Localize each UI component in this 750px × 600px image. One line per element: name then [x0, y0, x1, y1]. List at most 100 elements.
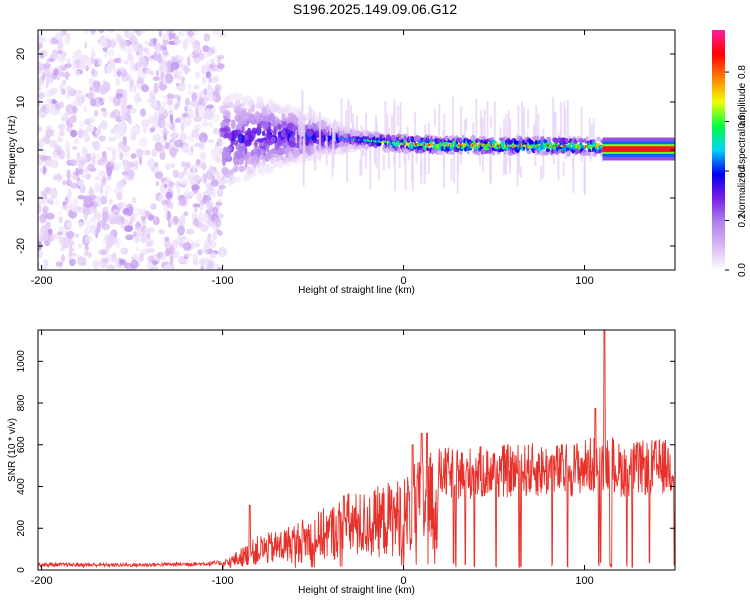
- spectrogram-cell: [97, 124, 102, 135]
- spectrogram-cell: [403, 148, 409, 154]
- spectrogram-cell: [276, 105, 282, 114]
- spectrogram-cell: [82, 220, 91, 225]
- spectrogram-cell: [212, 206, 219, 216]
- spectrogram-cell: [76, 52, 82, 61]
- y-tick-label: 10: [15, 96, 27, 108]
- spectrogram-cell: [219, 127, 228, 132]
- spectrogram-cell: [203, 88, 208, 96]
- spectrogram-cell: [332, 126, 335, 168]
- spectrogram-cell: [161, 100, 167, 110]
- spectrogram-cell: [116, 191, 123, 201]
- spectrogram-cell: [39, 50, 48, 58]
- spectrogram-cell: [77, 179, 85, 187]
- spectrogram-cell: [73, 138, 80, 145]
- spectrogram-cell: [146, 227, 155, 233]
- spectrogram-cell: [217, 230, 223, 236]
- y-tick-label: 800: [16, 394, 27, 411]
- spectrogram-cell: [75, 233, 80, 239]
- spectrogram-cell: [87, 163, 95, 172]
- spectrogram-cell: [352, 113, 354, 135]
- spectrogram-cell: [356, 115, 358, 140]
- spectrogram-cell: [186, 228, 195, 235]
- spectrogram-cell: [61, 79, 67, 86]
- spectrogram-cell: [533, 125, 536, 138]
- spectrogram-cell: [233, 167, 239, 172]
- spectrogram-cell: [104, 246, 110, 253]
- colorbar-gradient: [712, 30, 725, 270]
- spectrogram-cell: [270, 148, 278, 154]
- spectrogram-cell: [108, 198, 114, 205]
- spectrogram-cell: [90, 86, 93, 92]
- spectrogram-cell: [173, 94, 181, 99]
- y-tick-label: 600: [16, 436, 27, 453]
- spectrogram-cell: [154, 161, 159, 168]
- spectrogram-cell: [38, 34, 45, 45]
- spectrogram-cell: [238, 103, 243, 112]
- spectrogram-cell: [72, 105, 78, 114]
- spectrogram-cell: [503, 149, 507, 155]
- spectrogram-cell: [62, 204, 68, 211]
- spectrogram-cell: [146, 233, 151, 240]
- spectrogram-cell: [338, 131, 345, 137]
- spectrogram-cell: [78, 155, 88, 162]
- spectrogram-cell: [298, 111, 301, 136]
- spectrogram-cell: [92, 261, 98, 267]
- spectrogram-cell: [105, 205, 110, 213]
- spectrogram-cell: [174, 139, 184, 148]
- spectrogram-cell: [115, 32, 120, 39]
- spectrogram-cell: [84, 30, 89, 35]
- spectrogram-cell: [212, 218, 221, 224]
- spectrogram-cell: [162, 39, 170, 46]
- spectrogram-cell: [189, 36, 196, 43]
- spectrogram-cell: [374, 114, 377, 138]
- spectrogram-cell: [393, 151, 396, 191]
- spectrogram-cell: [99, 84, 105, 95]
- spectrogram-cell: [159, 63, 164, 73]
- spectrogram-cell: [102, 46, 108, 52]
- spectrogram-cell: [520, 166, 522, 178]
- spectrogram-cell: [108, 136, 117, 142]
- spectrogram-cell: [263, 121, 268, 132]
- spectrogram-cell: [592, 117, 595, 147]
- spectrogram-cell: [204, 99, 208, 104]
- spectrogram-cell: [93, 58, 99, 68]
- spectrogram-cell: [45, 212, 55, 220]
- spectrogram-cell: [193, 218, 198, 223]
- spectrogram-cell: [491, 150, 496, 156]
- spectrogram-cell: [270, 136, 276, 143]
- spectrogram-cell: [72, 146, 78, 150]
- spectrogram-cell: [184, 97, 191, 106]
- spectrogram-cell: [38, 139, 44, 150]
- spectrogram-cell: [38, 261, 42, 270]
- spectrogram-cell: [152, 76, 160, 81]
- spectrogram-cell: [196, 158, 201, 166]
- spectrogram-cell: [118, 88, 123, 94]
- spectrogram-cell: [207, 139, 214, 144]
- spectrogram-cell: [396, 105, 399, 126]
- spectrogram-cell: [186, 134, 195, 143]
- spectrogram-cell: [546, 148, 550, 152]
- spectrogram-cell: [198, 132, 208, 143]
- spectrogram-cell: [303, 119, 306, 165]
- spectrogram-cell: [163, 183, 168, 189]
- spectrogram-cell: [181, 145, 188, 153]
- spectrogram-cell: [214, 83, 222, 91]
- colorbar: 0.0 0.2 0.4 0.6 0.8 Normalized spectral ampli…: [712, 30, 748, 277]
- spectrogram-cell: [319, 120, 327, 130]
- spectrogram-cell: [177, 225, 185, 236]
- spectrogram-cell: [157, 117, 166, 129]
- spectrogram-cell: [47, 57, 55, 63]
- spectrogram-cell: [59, 236, 68, 246]
- spectrogram-cell: [216, 188, 224, 198]
- spectrogram-cell: [241, 125, 246, 131]
- spectrogram-cell: [384, 101, 387, 146]
- spectrogram-cell: [182, 39, 189, 50]
- colorbar-label: Normalized spectral amplitude: [737, 82, 748, 217]
- spectrogram-cell: [101, 150, 107, 160]
- spectrogram-cell: [177, 256, 187, 264]
- spectrogram-cell: [261, 106, 267, 117]
- spectrogram-steady-band: [602, 147, 675, 151]
- spectrogram-cell: [281, 113, 287, 122]
- spectrogram-cell: [522, 107, 525, 152]
